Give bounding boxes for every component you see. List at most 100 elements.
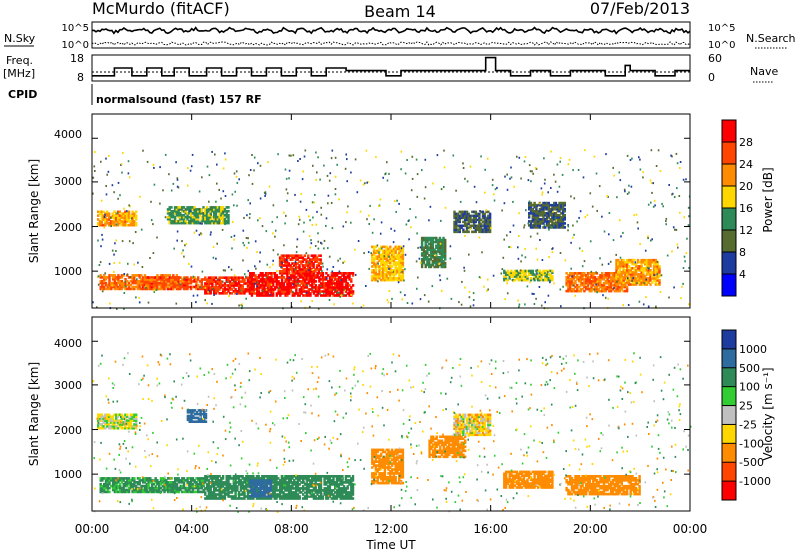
velocity-cell-1 [101, 484, 104, 488]
power-cell-0 [127, 218, 131, 221]
power-cell-6 [225, 210, 228, 213]
power-cell-7 [390, 265, 394, 268]
power-cell-6 [182, 214, 186, 217]
power-cell-7 [394, 249, 397, 253]
power-cell-2 [186, 287, 189, 291]
power-cell-4 [302, 274, 305, 277]
power-cell-10 [574, 276, 577, 279]
power-cell-2 [200, 283, 203, 287]
velocity-cell-2 [229, 475, 232, 478]
velocity-cell-1 [158, 482, 161, 486]
power-cell-13 [560, 205, 563, 209]
power-scatter-dot [111, 184, 114, 187]
power-cell-10 [595, 283, 599, 287]
power-cell-12 [485, 220, 488, 224]
power-cell-9 [538, 273, 542, 276]
power-scatter-dot [233, 204, 235, 207]
power-cell-0 [131, 210, 134, 214]
power-cell-5 [285, 260, 289, 263]
power-cell-3 [218, 288, 221, 291]
power-cell-5 [289, 254, 292, 257]
power-scatter-dot [521, 254, 523, 257]
power-cell-2 [189, 287, 193, 291]
power-cell-5 [284, 270, 287, 273]
power-cell-12 [476, 226, 479, 230]
velocity-cell-2 [214, 483, 218, 486]
power-cell-2 [165, 281, 168, 285]
power-cell-3 [209, 282, 212, 285]
power-cell-6 [186, 212, 189, 215]
power-cell-7 [376, 255, 379, 258]
power-cell-10 [585, 274, 588, 277]
power-cell-11 [633, 283, 636, 286]
power-cell-6 [223, 214, 227, 217]
power-cell-6 [175, 212, 178, 215]
power-cell-5 [301, 260, 305, 263]
power-cell-3 [213, 288, 216, 291]
power-cell-4 [346, 282, 349, 285]
power-scatter-dot [127, 160, 130, 163]
power-cell-3 [218, 284, 221, 287]
power-cell-13 [544, 207, 547, 211]
velocity-cell-2 [221, 475, 225, 478]
power-scatter-dot [581, 250, 584, 252]
power-cell-1 [124, 281, 127, 285]
velocity-cell-1 [200, 479, 203, 482]
power-cell-3 [209, 288, 212, 291]
power-cell-8 [444, 240, 447, 244]
power-scatter-dot [288, 276, 291, 279]
power-cell-3 [243, 288, 246, 291]
power-cell-11 [633, 279, 636, 282]
power-cell-8 [442, 242, 445, 246]
power-cell-3 [209, 292, 212, 295]
velocity-cell-0 [104, 426, 107, 430]
power-cell-7 [381, 265, 385, 268]
power-scatter-dot [284, 168, 287, 171]
power-cell-7 [378, 269, 381, 272]
power-cell-3 [213, 286, 216, 289]
power-cell-1 [111, 276, 115, 279]
power-cell-7 [398, 247, 401, 251]
power-scatter-dot [368, 267, 370, 270]
power-scatter-dot [317, 240, 320, 243]
power-cell-7 [378, 253, 381, 257]
power-scatter-dot [440, 219, 442, 222]
power-cell-11 [644, 275, 647, 278]
power-cell-11 [642, 271, 645, 274]
power-cell-10 [567, 289, 570, 293]
power-cell-7 [392, 255, 396, 258]
power-scatter-dot [547, 294, 550, 297]
power-cell-6 [205, 206, 209, 209]
power-cell-4 [321, 274, 325, 277]
velocity-cell-0 [113, 413, 116, 417]
power-colorbar-segment [722, 230, 736, 253]
power-cell-9 [536, 278, 540, 282]
power-cell-4 [327, 282, 330, 285]
power-scatter-dot [417, 276, 419, 279]
power-cell-9 [542, 278, 545, 282]
power-cell-4 [312, 286, 316, 289]
power-cell-12 [471, 220, 474, 224]
power-scatter-dot [443, 186, 445, 188]
velocity-cell-1 [110, 477, 113, 480]
power-scatter-dot [582, 176, 585, 179]
power-cell-2 [156, 276, 159, 279]
power-cell-12 [476, 214, 479, 218]
power-scatter-dot [645, 278, 647, 281]
power-cell-8 [438, 263, 442, 267]
power-cell-11 [620, 271, 623, 274]
power-cell-11 [617, 258, 620, 262]
power-cell-7 [374, 269, 378, 272]
velocity-cell-2 [213, 489, 216, 492]
power-cell-11 [647, 279, 650, 282]
power-cell-6 [223, 219, 227, 223]
power-cell-10 [599, 283, 602, 287]
power-scatter-dot [676, 162, 679, 165]
power-cell-5 [305, 262, 308, 265]
power-cell-11 [624, 275, 627, 278]
power-cell-13 [540, 205, 543, 209]
power-cell-11 [652, 279, 656, 282]
power-cell-10 [565, 279, 568, 283]
velocity-cell-1 [159, 479, 163, 482]
power-cell-0 [124, 220, 127, 223]
